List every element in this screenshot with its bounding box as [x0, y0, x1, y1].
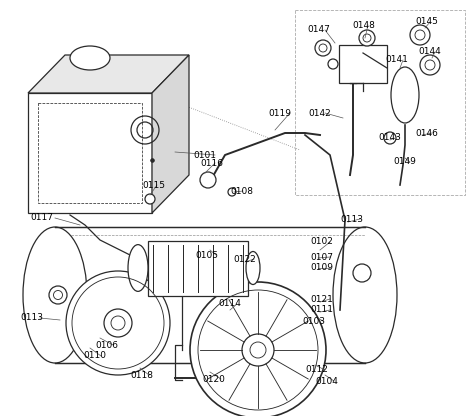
Ellipse shape — [246, 252, 260, 285]
Text: 0110: 0110 — [83, 352, 106, 361]
Text: 0149: 0149 — [393, 158, 416, 166]
Ellipse shape — [228, 188, 236, 196]
FancyBboxPatch shape — [55, 227, 365, 363]
Text: 0118: 0118 — [130, 371, 153, 379]
Text: 0101: 0101 — [193, 151, 216, 159]
Ellipse shape — [190, 282, 326, 416]
Text: 0113: 0113 — [20, 314, 43, 322]
Text: 0111: 0111 — [310, 305, 333, 314]
Text: 0142: 0142 — [308, 109, 331, 117]
Ellipse shape — [391, 67, 419, 123]
Polygon shape — [152, 55, 189, 213]
Polygon shape — [28, 93, 152, 213]
Text: 0119: 0119 — [268, 109, 291, 117]
Text: 0114: 0114 — [218, 300, 241, 309]
Ellipse shape — [384, 132, 396, 144]
Text: 0115: 0115 — [142, 181, 165, 190]
Text: 0141: 0141 — [385, 55, 408, 64]
Text: 0107: 0107 — [310, 253, 333, 262]
Ellipse shape — [200, 172, 216, 188]
Text: 0116: 0116 — [200, 158, 223, 168]
Ellipse shape — [66, 271, 170, 375]
Text: 0148: 0148 — [352, 20, 375, 30]
Ellipse shape — [104, 309, 132, 337]
Text: 0145: 0145 — [415, 17, 438, 27]
Ellipse shape — [315, 40, 331, 56]
Text: 0104: 0104 — [315, 376, 338, 386]
Text: 0108: 0108 — [230, 186, 253, 196]
Text: 0144: 0144 — [418, 47, 441, 57]
Text: 0112: 0112 — [305, 366, 328, 374]
Text: 0146: 0146 — [415, 129, 438, 138]
Ellipse shape — [410, 25, 430, 45]
Text: 0109: 0109 — [310, 263, 333, 272]
Polygon shape — [28, 55, 189, 93]
Text: 0106: 0106 — [95, 341, 118, 349]
Text: 0143: 0143 — [378, 134, 401, 143]
Text: 0147: 0147 — [307, 25, 330, 35]
Ellipse shape — [359, 30, 375, 46]
Text: 0105: 0105 — [195, 250, 218, 260]
Ellipse shape — [145, 194, 155, 204]
Ellipse shape — [128, 245, 148, 291]
Text: 0102: 0102 — [310, 238, 333, 247]
Text: 0117: 0117 — [30, 213, 53, 223]
Text: 0122: 0122 — [233, 255, 256, 263]
Ellipse shape — [328, 59, 338, 69]
Polygon shape — [339, 45, 387, 83]
Ellipse shape — [420, 55, 440, 75]
Text: 0121: 0121 — [310, 295, 333, 304]
Text: 0120: 0120 — [202, 374, 225, 384]
Ellipse shape — [242, 334, 274, 366]
Polygon shape — [148, 241, 248, 296]
Ellipse shape — [70, 46, 110, 70]
Text: 0103: 0103 — [302, 317, 325, 325]
Text: 0113: 0113 — [340, 215, 363, 223]
